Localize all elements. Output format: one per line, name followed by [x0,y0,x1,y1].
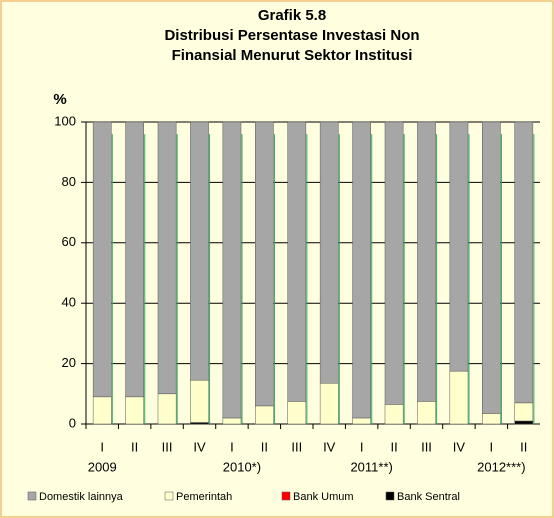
legend-label: Bank Umum [293,491,354,503]
bar-segment [287,121,307,402]
bar-segment [287,401,307,425]
x-tick-label: I [490,439,494,454]
legend-swatch [281,491,291,501]
x-tick-label: II [520,439,527,454]
x-tick-label: IV [193,439,206,454]
bar-segment [222,417,242,425]
bar-segment [514,420,534,425]
y-tick-label: 20 [62,355,76,370]
bar-segment [417,401,436,425]
chart-title: Grafik 5.8 [258,7,326,24]
bar-segment [352,417,371,425]
y-tick-label: 40 [62,295,76,310]
bar-segment [125,121,144,398]
x-tick-label: II [131,439,138,454]
bar-segment [92,121,112,398]
bar-segment [157,393,177,425]
x-tick-label: I [360,439,364,454]
x-tick-label: I [230,439,234,454]
x-group-label: 2010*) [223,459,261,474]
x-tick-label: III [162,439,173,454]
bar-segment [157,121,177,395]
legend-label: Domestik lainnya [39,491,124,503]
x-group-label: 2009 [88,459,117,474]
bar-segment [190,121,209,381]
chart-title: Finansial Menurut Sektor Institusi [172,47,413,64]
bar-segment [482,121,501,414]
x-tick-label: IV [453,439,466,454]
y-tick-label: 0 [69,415,76,430]
legend-swatch [164,491,174,501]
bar-segment [514,121,534,404]
bar-segment [190,379,209,423]
chart-title: Distribusi Persentase Investasi Non [164,27,419,44]
bar-segment [319,121,339,384]
bar-segment [222,121,242,419]
x-tick-label: III [291,439,302,454]
x-tick-label: IV [323,439,336,454]
x-tick-label: II [390,439,397,454]
x-tick-label: III [421,439,432,454]
x-group-label: 2012***) [477,459,525,474]
bar-segment [384,121,404,405]
bar-segment [125,396,144,425]
bar-segment [514,402,534,422]
legend-swatch [385,491,395,501]
bar-segment [482,413,501,425]
legend-label: Bank Sentral [397,491,460,503]
x-tick-label: II [261,439,268,454]
bar-segment [449,121,469,372]
bar-segment [255,405,274,425]
y-tick-label: 100 [54,113,76,128]
bar-segment [352,121,371,419]
legend-swatch [27,491,37,501]
bar-segment [384,404,404,425]
bar-segment [255,121,274,407]
legend-label: Pemerintah [176,491,232,503]
y-tick-label: 60 [62,234,76,249]
x-tick-label: I [100,439,104,454]
bar-segment [417,121,436,402]
bar-segment [449,370,469,425]
y-axis-label: % [53,91,66,108]
bar-segment [319,382,339,425]
x-group-label: 2011**) [350,459,392,474]
bar-segment [92,396,112,425]
y-tick-label: 80 [62,174,76,189]
